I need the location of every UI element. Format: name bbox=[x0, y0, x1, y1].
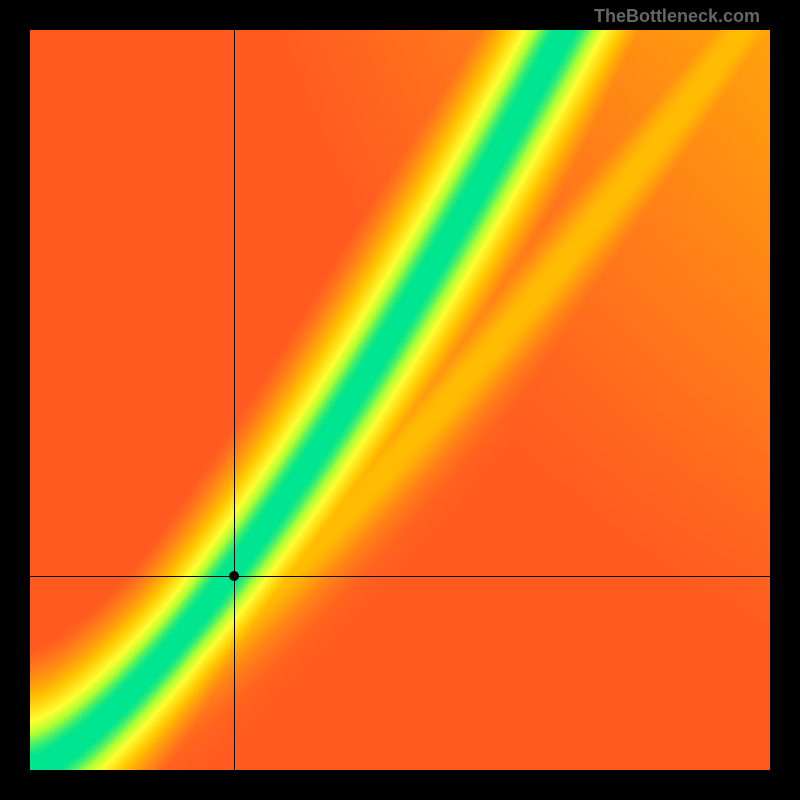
heatmap-canvas bbox=[30, 30, 770, 770]
crosshair-vertical bbox=[234, 30, 235, 770]
crosshair-horizontal bbox=[30, 576, 770, 577]
crosshair-marker bbox=[229, 571, 239, 581]
chart-frame bbox=[30, 30, 770, 770]
watermark-text: TheBottleneck.com bbox=[594, 6, 760, 27]
